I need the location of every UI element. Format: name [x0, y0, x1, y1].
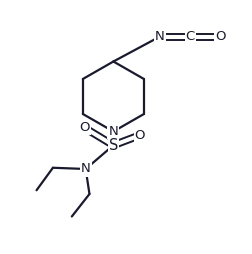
Text: C: C	[186, 30, 195, 43]
Text: O: O	[215, 30, 226, 43]
Text: N: N	[155, 30, 165, 43]
Text: O: O	[79, 121, 90, 134]
Text: N: N	[109, 125, 118, 138]
Text: S: S	[109, 138, 118, 153]
Text: O: O	[135, 129, 145, 142]
Text: N: N	[81, 163, 90, 176]
